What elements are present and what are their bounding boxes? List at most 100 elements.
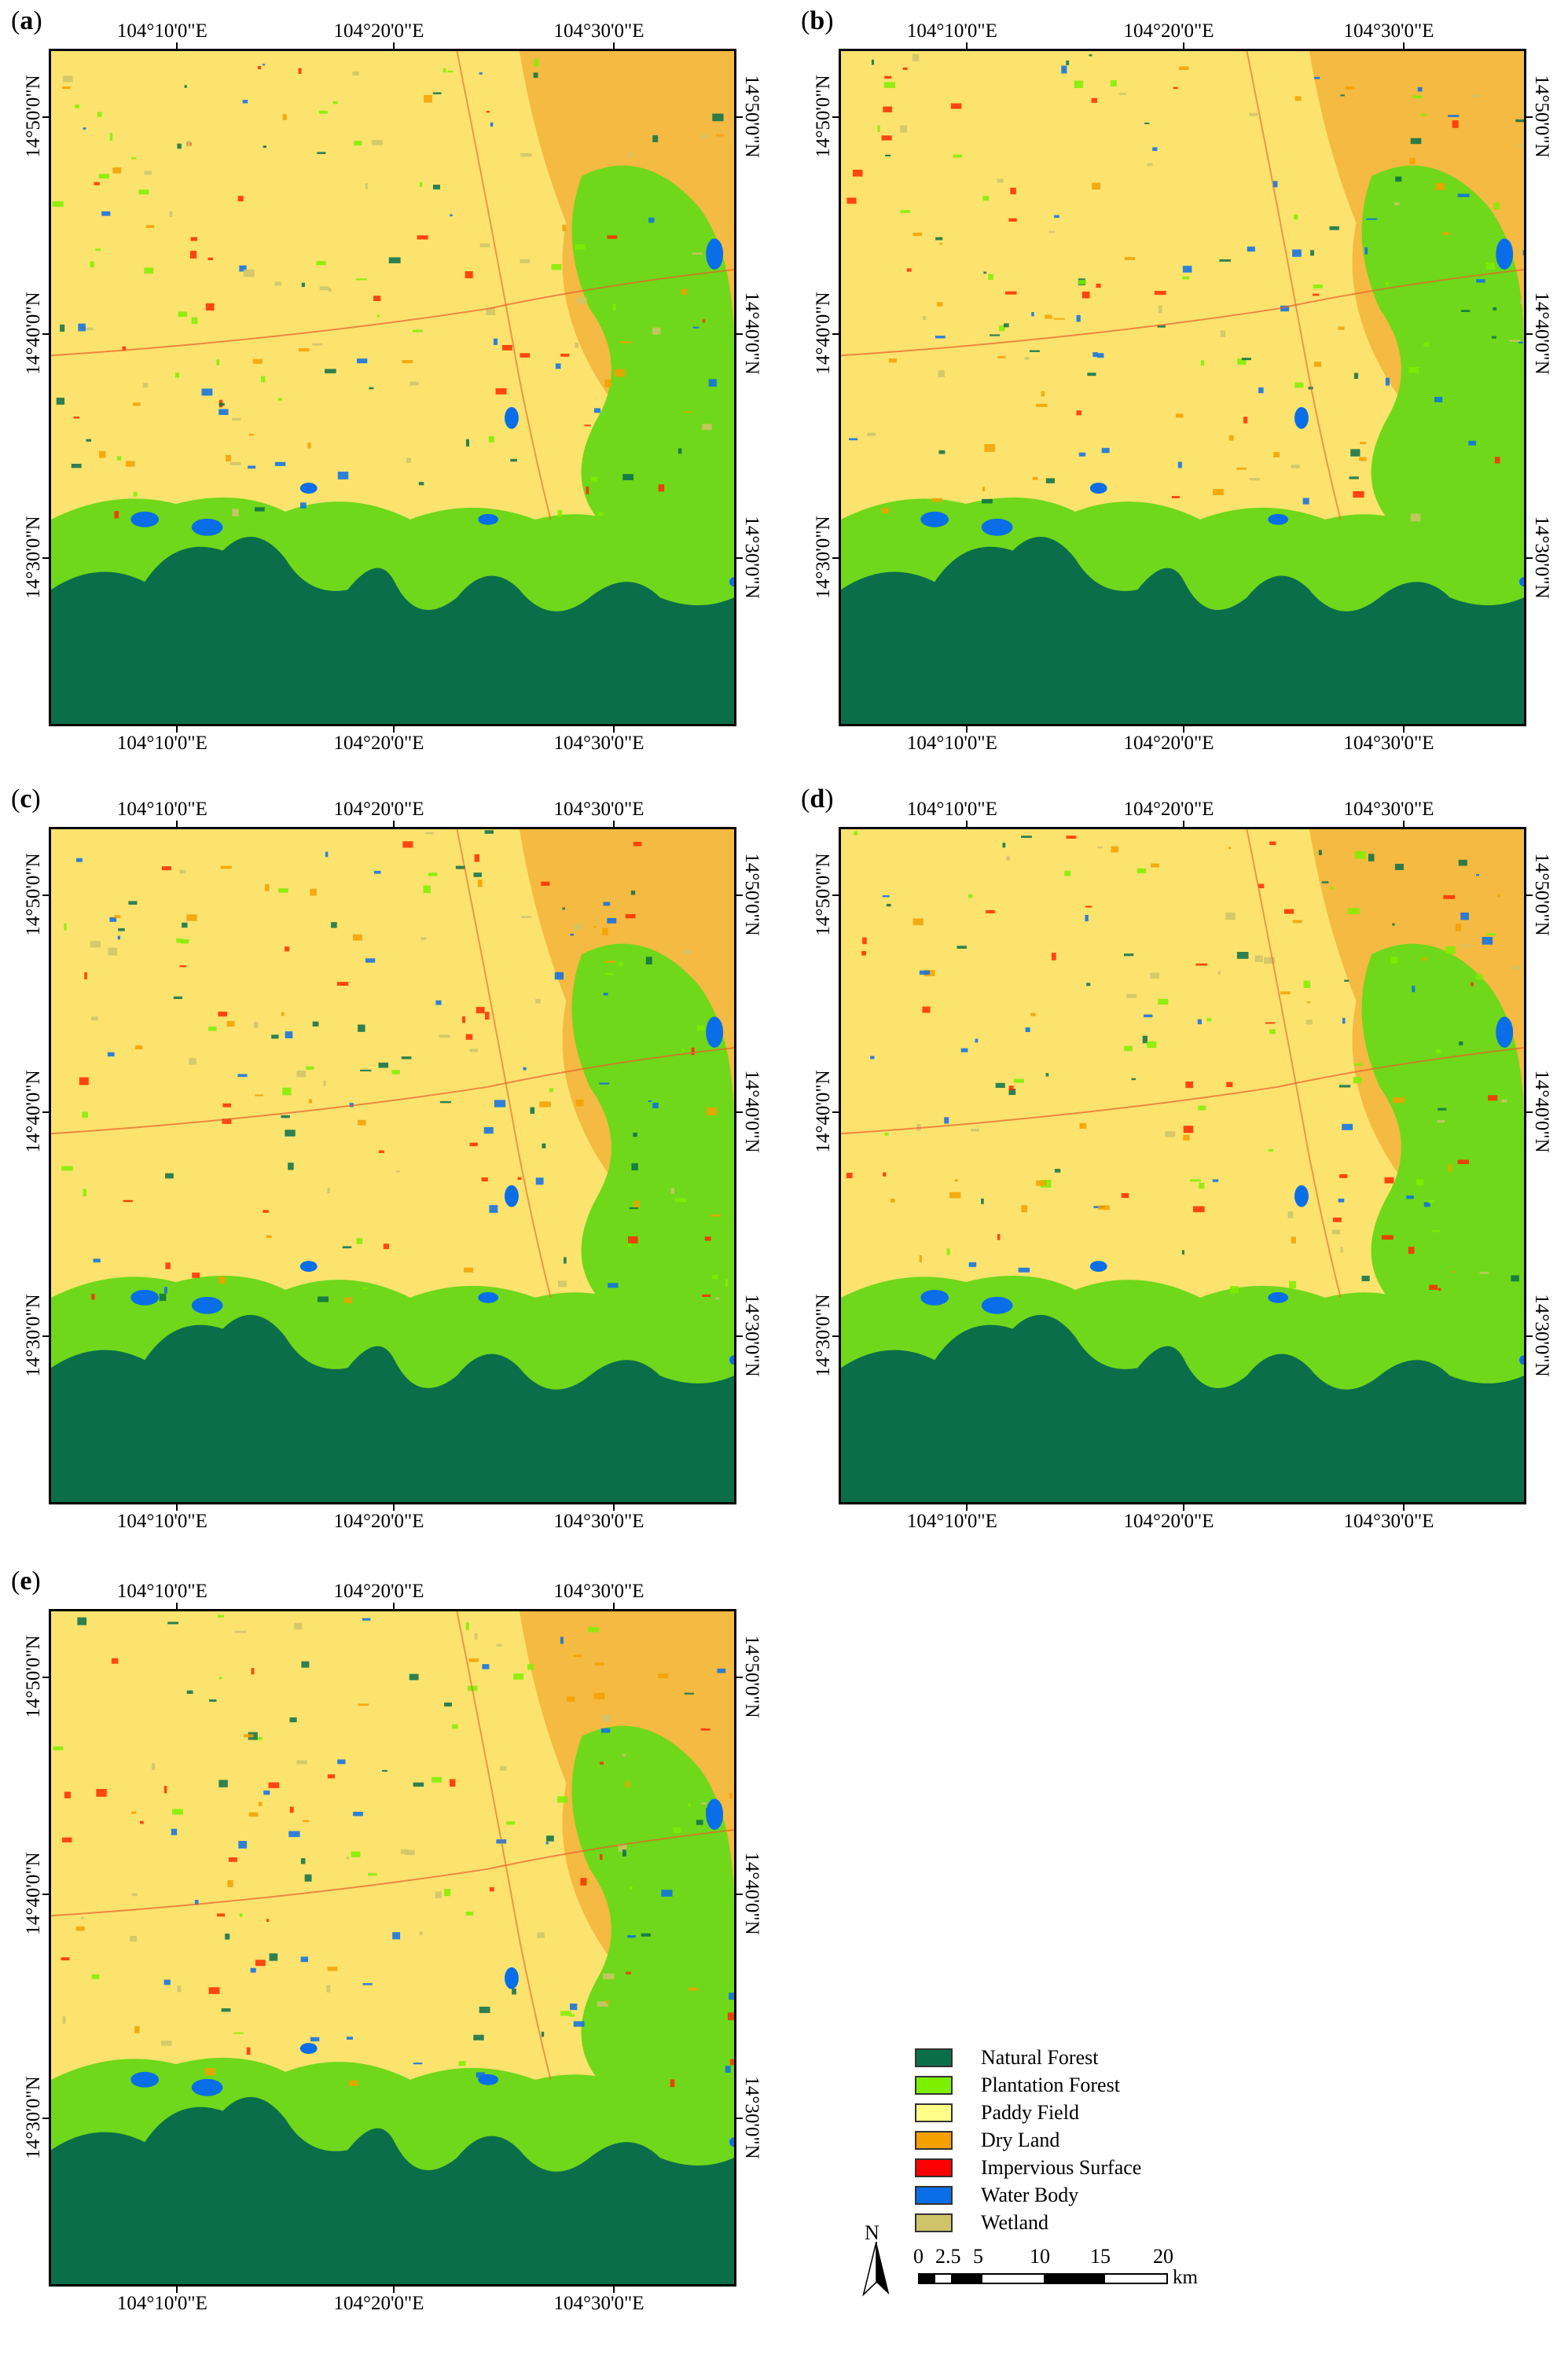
axis-tick	[612, 726, 615, 733]
longitude-label: 104°10'0"E	[116, 1511, 207, 1532]
scale-tick-label: 5	[973, 2245, 983, 2268]
axis-tick	[736, 1111, 743, 1114]
latitude-label: 14°40'0"N	[741, 1852, 762, 1935]
axis-tick	[392, 1603, 395, 1609]
axis-tick	[175, 1603, 178, 1609]
latitude-label: 14°40'0"N	[813, 292, 834, 375]
axis-tick	[392, 726, 395, 733]
panel-label: (c)	[11, 784, 41, 814]
legend-item-wetland: Wetland	[915, 2209, 1198, 2236]
panel-label: (d)	[801, 784, 834, 814]
legend-label: Plantation Forest	[981, 2073, 1120, 2096]
axis-tick	[612, 2287, 615, 2293]
longitude-label: 104°20'0"E	[1123, 733, 1214, 754]
longitude-label: 104°20'0"E	[333, 20, 424, 42]
axis-tick	[832, 557, 839, 559]
latitude-label: 14°30'0"N	[23, 1293, 44, 1377]
latitude-label: 14°40'0"N	[1531, 1070, 1552, 1153]
legend-swatch-paddy-field	[915, 2103, 953, 2122]
axis-tick	[42, 1677, 49, 1679]
longitude-label: 104°30'0"E	[1343, 1511, 1434, 1532]
longitude-label: 104°30'0"E	[553, 1511, 644, 1532]
axis-tick	[1526, 1111, 1533, 1114]
scale-tick-label: 20	[1153, 2245, 1173, 2268]
longitude-label: 104°20'0"E	[333, 799, 424, 820]
latitude-label: 14°50'0"N	[741, 853, 762, 936]
longitude-label: 104°10'0"E	[116, 733, 207, 754]
land-cover-map	[49, 49, 736, 726]
latitude-label: 14°50'0"N	[1531, 75, 1552, 158]
axis-tick	[736, 1335, 743, 1337]
latitude-label: 14°50'0"N	[1531, 853, 1552, 936]
longitude-label: 104°10'0"E	[906, 733, 997, 754]
scale-tick-label: 10	[1030, 2245, 1050, 2268]
latitude-label: 14°40'0"N	[23, 1070, 44, 1153]
panel-letter: d	[810, 784, 825, 814]
latitude-label: 14°50'0"N	[23, 853, 44, 936]
map-panel-c: (c) 104°10'0"E 104°10'0"E 104°20'0"E 104°20'…	[0, 778, 778, 1552]
longitude-label: 104°10'0"E	[116, 2293, 207, 2314]
latitude-label: 14°30'0"N	[23, 515, 44, 599]
scale-bar-graphic	[918, 2273, 1168, 2284]
longitude-label: 104°10'0"E	[906, 20, 997, 42]
latitude-label: 14°50'0"N	[741, 75, 762, 158]
axis-tick	[1402, 42, 1405, 49]
axis-tick	[175, 2287, 178, 2293]
axis-tick	[1526, 1335, 1533, 1337]
panel-letter: a	[20, 6, 34, 35]
axis-tick	[42, 894, 49, 897]
legend-swatch-water-body	[915, 2185, 953, 2205]
latitude-label: 14°40'0"N	[23, 292, 44, 375]
scale-unit: km	[1173, 2267, 1198, 2288]
axis-tick	[736, 557, 743, 559]
longitude-label: 104°20'0"E	[1123, 1511, 1214, 1532]
axis-tick	[42, 2117, 49, 2119]
legend-item-water-body: Water Body	[915, 2181, 1198, 2209]
axis-tick	[1526, 116, 1533, 119]
axis-tick	[736, 1677, 743, 1679]
axis-tick	[1182, 726, 1184, 733]
latitude-label: 14°30'0"N	[741, 2075, 762, 2159]
legend-swatch-dry-land	[915, 2130, 953, 2150]
longitude-label: 104°10'0"E	[116, 20, 207, 42]
longitude-label: 104°20'0"E	[1123, 799, 1214, 820]
longitude-label: 104°10'0"E	[116, 1581, 207, 1602]
map-panel-a: (a) 104°10'0"E 104°10'0"E 104°20'0"E 104°20'…	[0, 0, 778, 774]
longitude-label: 104°20'0"E	[333, 2293, 424, 2314]
legend-item-natural-forest: Natural Forest	[915, 2044, 1198, 2071]
scale-tick-label: 2.5	[935, 2245, 961, 2268]
latitude-label: 14°40'0"N	[23, 1852, 44, 1935]
axis-tick	[392, 821, 395, 827]
axis-tick	[175, 821, 178, 827]
legend-label: Wetland	[981, 2210, 1048, 2234]
legend-label: Dry Land	[981, 2128, 1060, 2151]
axis-tick	[612, 42, 615, 49]
axis-tick	[1526, 333, 1533, 336]
longitude-label: 104°30'0"E	[553, 1581, 644, 1602]
axis-tick	[832, 894, 839, 897]
axis-tick	[42, 1111, 49, 1114]
longitude-label: 104°20'0"E	[333, 1581, 424, 1602]
axis-tick	[832, 1335, 839, 1337]
axis-tick	[42, 557, 49, 559]
axis-tick	[832, 333, 839, 336]
latitude-label: 14°50'0"N	[741, 1635, 762, 1718]
axis-tick	[1182, 821, 1184, 827]
axis-tick	[42, 116, 49, 119]
latitude-label: 14°40'0"N	[741, 292, 762, 375]
legend-label: Water Body	[981, 2183, 1079, 2206]
longitude-label: 104°30'0"E	[553, 799, 644, 820]
longitude-label: 104°30'0"E	[1343, 733, 1434, 754]
axis-tick	[736, 1894, 743, 1896]
axis-tick	[1402, 821, 1405, 827]
legend-label: Natural Forest	[981, 2045, 1099, 2069]
longitude-label: 104°10'0"E	[116, 799, 207, 820]
latitude-label: 14°40'0"N	[1531, 292, 1552, 375]
latitude-label: 14°30'0"N	[741, 515, 762, 599]
latitude-label: 14°30'0"N	[1531, 1293, 1552, 1377]
legend-swatch-natural-forest	[915, 2048, 953, 2067]
axis-tick	[965, 1504, 968, 1511]
map-panel-d: (d) 104°10'0"E 104°10'0"E 104°20'0"E 104°20'…	[790, 778, 1568, 1552]
axis-tick	[392, 42, 395, 49]
longitude-label: 104°20'0"E	[333, 733, 424, 754]
